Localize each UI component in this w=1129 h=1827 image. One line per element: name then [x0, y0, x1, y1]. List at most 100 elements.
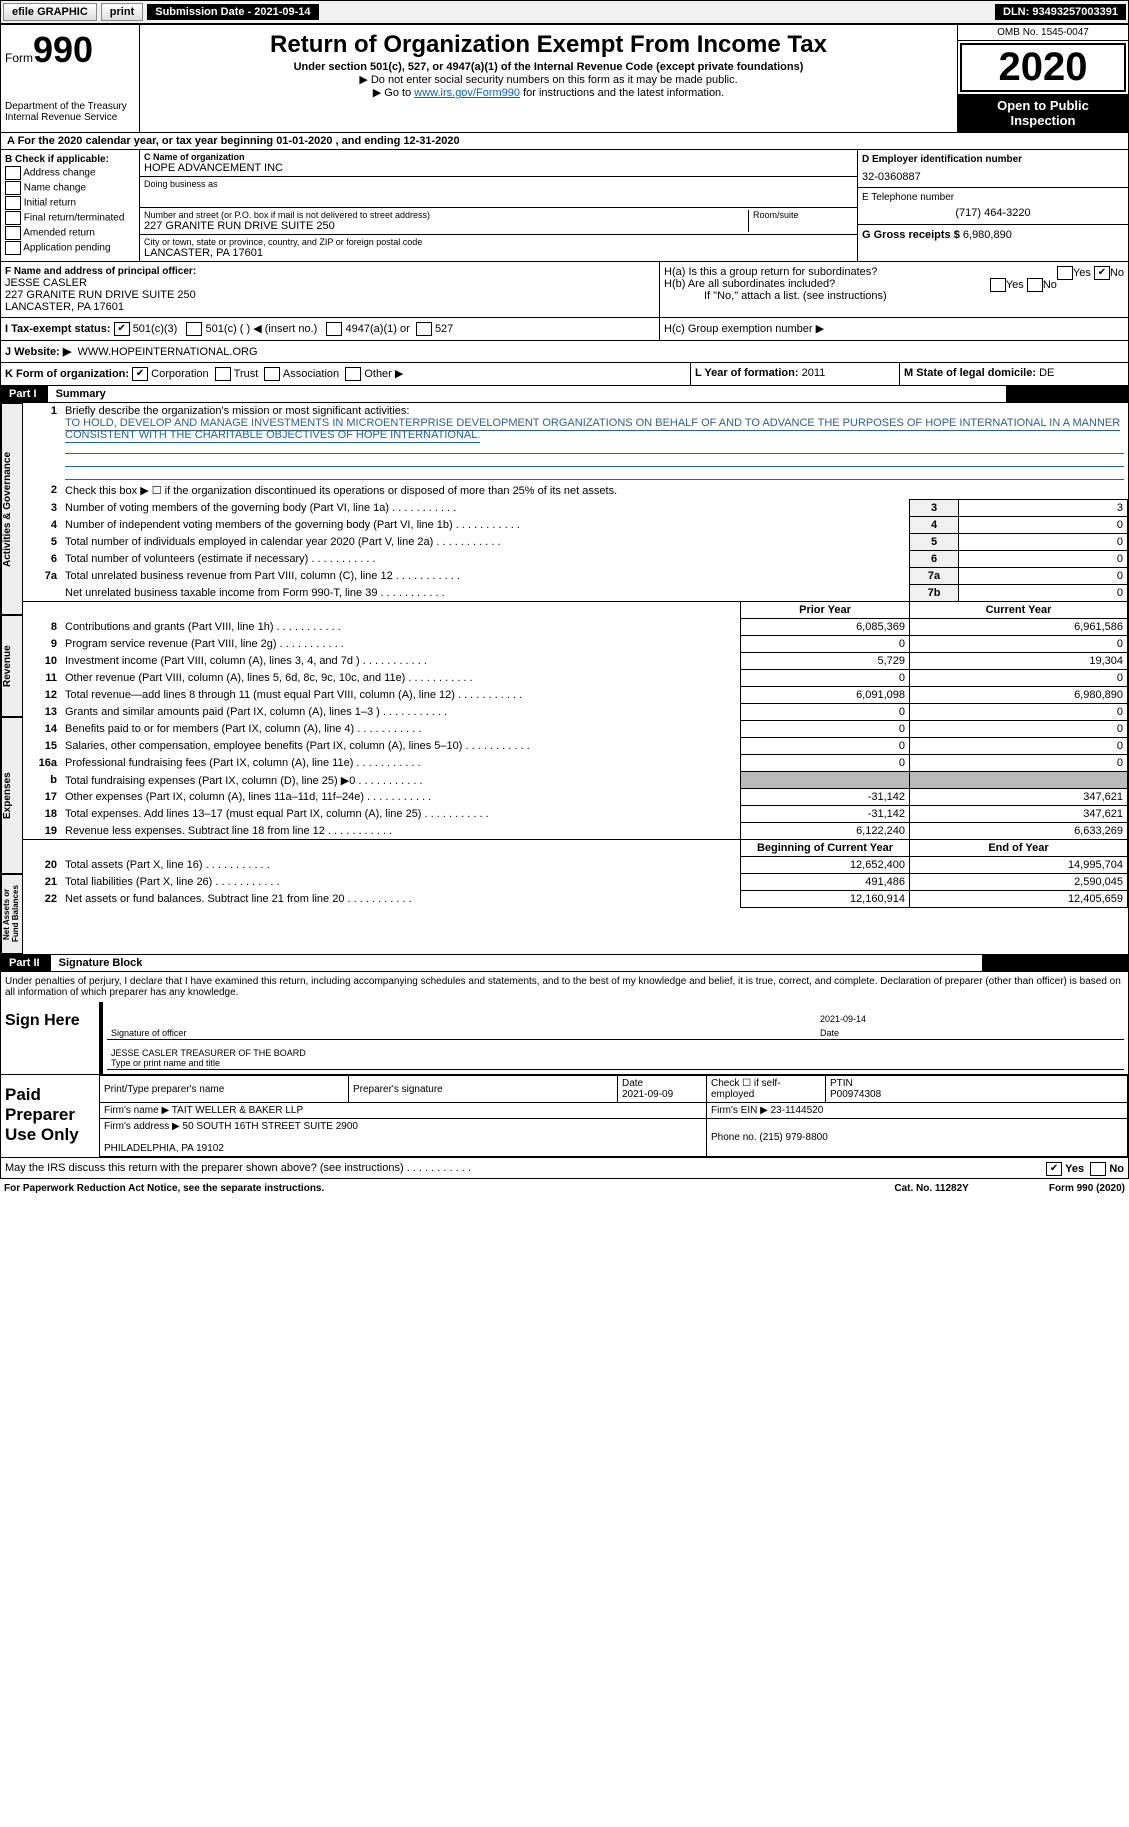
line-2: 2Check this box ▶ ☐ if the organization …: [23, 482, 1128, 500]
ha-yes[interactable]: [1057, 266, 1073, 280]
sig-officer-label: Signature of officer: [111, 1028, 186, 1038]
ein-value: 32-0360887: [862, 171, 1124, 183]
line-13: 13Grants and similar amounts paid (Part …: [23, 704, 1128, 721]
part1-header: Part I Summary: [0, 386, 1129, 403]
cb-address-change[interactable]: Address change: [5, 166, 135, 180]
cb-assoc[interactable]: [264, 367, 280, 381]
row-k: K Form of organization: Corporation Trus…: [1, 363, 691, 385]
cb-app-pending[interactable]: Application pending: [5, 241, 135, 255]
summary-table: 1 Briefly describe the organization's mi…: [23, 403, 1128, 908]
note2b: for instructions and the latest informat…: [520, 87, 724, 99]
note-goto: ▶ Go to www.irs.gov/Form990 for instruct…: [144, 86, 953, 99]
label-netassets: Net Assets or Fund Balances: [1, 874, 23, 954]
cb-corp[interactable]: [132, 367, 148, 381]
addr-label: Number and street (or P.O. box if mail i…: [144, 210, 748, 220]
pra-notice: For Paperwork Reduction Act Notice, see …: [4, 1183, 324, 1194]
line-6: 6Total number of volunteers (estimate if…: [23, 551, 1128, 568]
firm-name: TAIT WELLER & BAKER LLP: [172, 1105, 303, 1116]
col-de: D Employer identification number 32-0360…: [857, 150, 1128, 261]
hb-yes[interactable]: [990, 278, 1006, 292]
line-14: 14Benefits paid to or for members (Part …: [23, 721, 1128, 738]
cb-final-return[interactable]: Final return/terminated: [5, 211, 135, 225]
line-18: 18Total expenses. Add lines 13–17 (must …: [23, 806, 1128, 823]
may-irs-row: May the IRS discuss this return with the…: [1, 1157, 1128, 1178]
line-8: 8Contributions and grants (Part VIII, li…: [23, 619, 1128, 636]
cb-name-change[interactable]: Name change: [5, 181, 135, 195]
prep-date: 2021-09-09: [622, 1089, 673, 1100]
label-governance: Activities & Governance: [1, 403, 23, 615]
line-7b: Net unrelated business taxable income fr…: [23, 585, 1128, 602]
f-label: F Name and address of principal officer:: [5, 266, 196, 277]
d-label: D Employer identification number: [862, 154, 1124, 165]
dept-label: Department of the Treasury Internal Reve…: [5, 101, 135, 123]
state-domicile: DE: [1039, 367, 1054, 379]
firm-ein: 23-1144520: [771, 1105, 824, 1116]
b-label: B Check if applicable:: [5, 154, 135, 165]
firm-phone: (215) 979-8800: [759, 1132, 827, 1143]
e-label: E Telephone number: [862, 192, 1124, 203]
dln: DLN: 93493257003391: [995, 4, 1126, 20]
ptin-label: PTIN: [830, 1078, 853, 1089]
tax-year: 2020: [960, 43, 1126, 92]
form-title: Return of Organization Exempt From Incom…: [144, 31, 953, 59]
prep-sig-label: Preparer's signature: [353, 1084, 443, 1095]
line-1: 1 Briefly describe the organization's mi…: [23, 403, 1128, 482]
line-3: 3Number of voting members of the governi…: [23, 500, 1128, 517]
footer: For Paperwork Reduction Act Notice, see …: [0, 1179, 1129, 1198]
j-label: J Website: ▶: [5, 346, 71, 358]
header-left: Form990 Department of the Treasury Inter…: [1, 25, 140, 132]
city-value: LANCASTER, PA 17601: [144, 247, 853, 259]
hb-label: H(b) Are all subordinates included?: [664, 278, 835, 290]
irs-link[interactable]: www.irs.gov/Form990: [414, 87, 520, 99]
officer-printed-name: JESSE CASLER TREASURER OF THE BOARD: [111, 1048, 1120, 1058]
addr-value: 227 GRANITE RUN DRIVE SUITE 250: [144, 220, 748, 232]
cb-other[interactable]: [345, 367, 361, 381]
line-5: 5Total number of individuals employed in…: [23, 534, 1128, 551]
efile-button[interactable]: efile GRAPHIC: [3, 3, 97, 21]
part2-title: Signature Block: [51, 955, 983, 971]
form-header: Form990 Department of the Treasury Inter…: [0, 24, 1129, 133]
may-irs-no[interactable]: [1090, 1162, 1106, 1176]
org-name: HOPE ADVANCEMENT INC: [144, 162, 853, 174]
cb-501c3[interactable]: [114, 322, 130, 336]
officer-name: JESSE CASLER: [5, 277, 655, 289]
label-expenses: Expenses: [1, 717, 23, 874]
ha-no[interactable]: [1094, 266, 1110, 280]
omb-number: OMB No. 1545-0047: [958, 25, 1128, 41]
city-label: City or town, state or province, country…: [144, 237, 853, 247]
prep-name-label: Print/Type preparer's name: [104, 1084, 224, 1095]
row-i-hc: I Tax-exempt status: 501(c)(3) 501(c) ( …: [0, 318, 1129, 341]
cb-trust[interactable]: [215, 367, 231, 381]
hb-no[interactable]: [1027, 278, 1043, 292]
sign-here-label: Sign Here: [1, 1002, 99, 1074]
hc-label: H(c) Group exemption number ▶: [664, 323, 824, 335]
firm-ein-label: Firm's EIN ▶: [711, 1105, 768, 1116]
col-f: F Name and address of principal officer:…: [1, 262, 660, 317]
may-irs-label: May the IRS discuss this return with the…: [5, 1162, 471, 1174]
note2a: ▶ Go to: [373, 87, 414, 99]
cb-initial-return[interactable]: Initial return: [5, 196, 135, 210]
cb-527[interactable]: [416, 322, 432, 336]
cb-amended[interactable]: Amended return: [5, 226, 135, 240]
c-name-label: C Name of organization: [144, 152, 853, 162]
cb-501c[interactable]: [186, 322, 202, 336]
part1-title: Summary: [48, 386, 1006, 402]
label-revenue: Revenue: [1, 615, 23, 717]
dba-label: Doing business as: [144, 179, 853, 189]
firm-phone-label: Phone no.: [711, 1132, 757, 1143]
row-m: M State of legal domicile: DE: [900, 363, 1128, 385]
check-self-employed[interactable]: Check ☐ if self-employed: [711, 1078, 781, 1100]
print-button[interactable]: print: [101, 3, 143, 21]
form-label: Form: [5, 51, 33, 65]
gross-receipts: 6,980,890: [963, 229, 1012, 241]
block-bcde: B Check if applicable: Address change Na…: [0, 150, 1129, 262]
summary-section: Activities & Governance Revenue Expenses…: [0, 403, 1129, 955]
submission-date: Submission Date - 2021-09-14: [147, 4, 318, 20]
note-ssn: ▶ Do not enter social security numbers o…: [144, 73, 953, 86]
cb-4947[interactable]: [326, 322, 342, 336]
may-irs-yes[interactable]: [1046, 1162, 1062, 1176]
i-label: I Tax-exempt status:: [5, 323, 111, 335]
header-right: OMB No. 1545-0047 2020 Open to Public In…: [957, 25, 1128, 132]
line-19: 19Revenue less expenses. Subtract line 1…: [23, 823, 1128, 840]
form-number: 990: [33, 29, 93, 70]
